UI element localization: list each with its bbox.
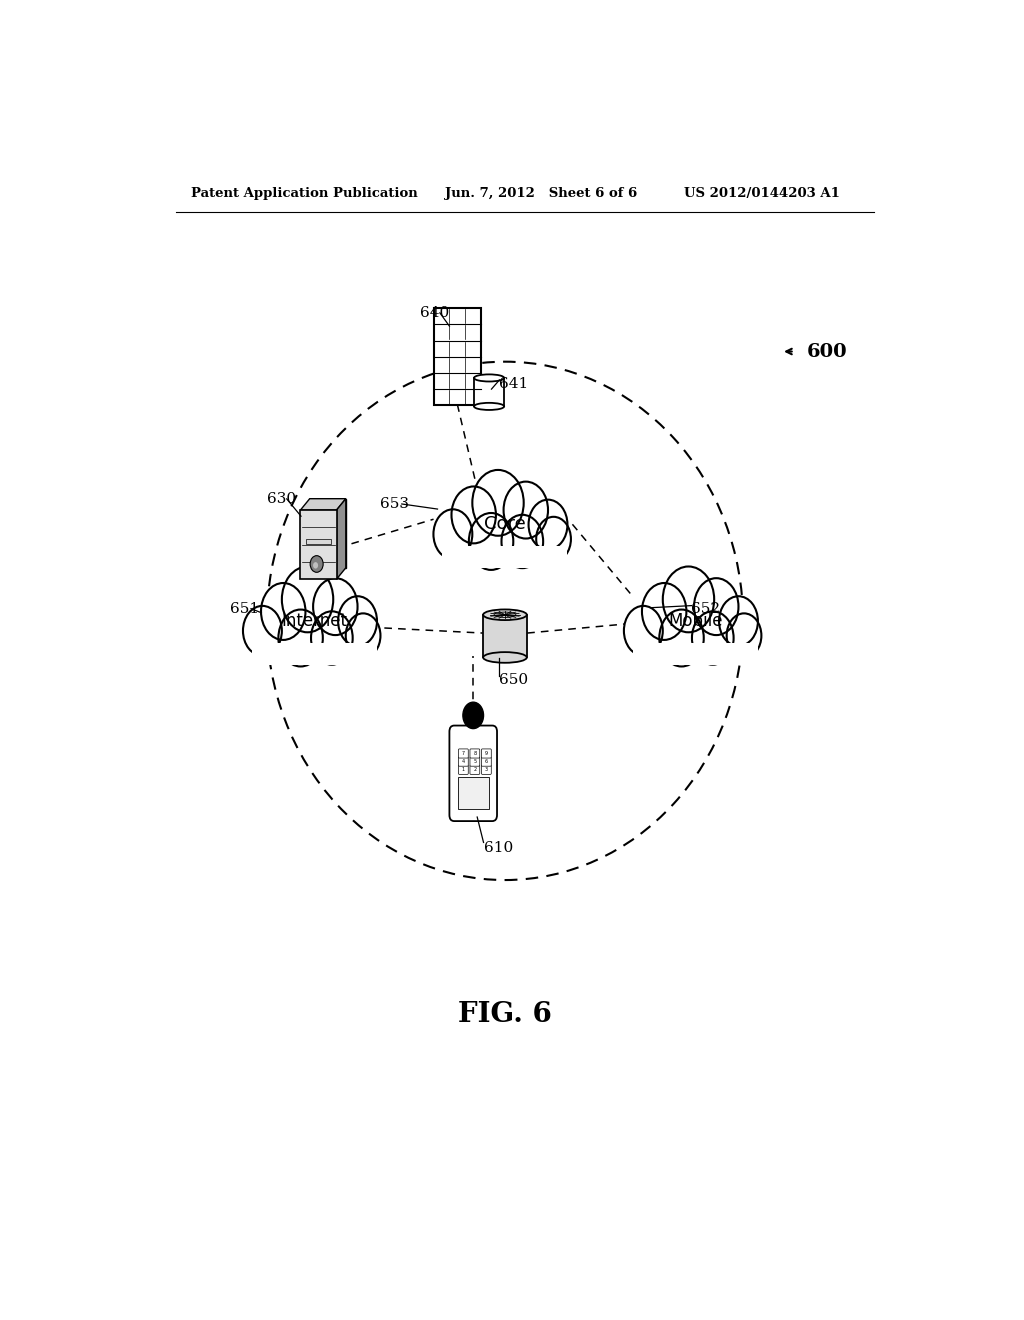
Circle shape (433, 510, 472, 560)
Text: 651: 651 (229, 602, 259, 615)
Text: 7: 7 (462, 751, 465, 756)
FancyBboxPatch shape (481, 766, 492, 775)
Text: 3: 3 (484, 767, 487, 772)
Circle shape (452, 487, 496, 544)
FancyBboxPatch shape (470, 766, 480, 775)
Text: 652: 652 (691, 602, 721, 615)
Circle shape (663, 566, 714, 632)
FancyBboxPatch shape (459, 748, 468, 758)
FancyBboxPatch shape (470, 758, 480, 766)
Ellipse shape (474, 403, 504, 411)
Text: 8: 8 (473, 751, 476, 756)
Text: Mobile: Mobile (669, 612, 723, 630)
FancyBboxPatch shape (481, 748, 492, 758)
FancyBboxPatch shape (481, 758, 492, 766)
Text: 4: 4 (462, 759, 465, 764)
Circle shape (624, 606, 663, 656)
Text: 1: 1 (462, 767, 465, 772)
FancyBboxPatch shape (252, 643, 377, 664)
Circle shape (311, 611, 352, 665)
Circle shape (727, 614, 762, 657)
Text: 640: 640 (420, 306, 450, 319)
Circle shape (692, 611, 733, 665)
Circle shape (243, 606, 282, 656)
Text: Jun. 7, 2012   Sheet 6 of 6: Jun. 7, 2012 Sheet 6 of 6 (445, 187, 638, 201)
FancyBboxPatch shape (442, 529, 567, 556)
Circle shape (537, 517, 571, 561)
Text: 630: 630 (267, 492, 296, 506)
Circle shape (279, 610, 323, 667)
Text: 600: 600 (807, 342, 847, 360)
Polygon shape (300, 499, 346, 510)
Circle shape (472, 470, 523, 536)
Text: FIG. 6: FIG. 6 (458, 1001, 552, 1028)
FancyBboxPatch shape (633, 626, 758, 652)
Circle shape (346, 614, 381, 657)
Bar (474, 378, 504, 407)
Ellipse shape (474, 375, 504, 381)
FancyBboxPatch shape (470, 748, 480, 758)
Ellipse shape (483, 610, 526, 620)
FancyBboxPatch shape (309, 499, 346, 568)
Text: Core: Core (484, 515, 526, 533)
Circle shape (338, 597, 377, 645)
Ellipse shape (483, 652, 526, 663)
Bar (483, 615, 526, 657)
FancyBboxPatch shape (458, 777, 488, 809)
Text: 653: 653 (380, 496, 410, 511)
FancyBboxPatch shape (252, 626, 377, 652)
Text: Patent Application Publication: Patent Application Publication (191, 187, 418, 201)
FancyBboxPatch shape (459, 766, 468, 775)
Text: 2: 2 (473, 767, 476, 772)
Text: 610: 610 (483, 841, 513, 854)
FancyBboxPatch shape (459, 758, 468, 766)
Circle shape (502, 515, 543, 568)
Text: 641: 641 (500, 378, 528, 391)
FancyBboxPatch shape (442, 546, 567, 568)
Circle shape (261, 583, 305, 640)
Circle shape (504, 482, 548, 539)
Text: 6: 6 (484, 759, 487, 764)
Circle shape (282, 566, 333, 632)
Circle shape (719, 597, 758, 645)
Polygon shape (337, 499, 346, 579)
Text: Internet: Internet (282, 612, 347, 630)
FancyBboxPatch shape (633, 643, 758, 664)
Circle shape (528, 500, 567, 549)
Circle shape (694, 578, 738, 635)
Circle shape (310, 556, 324, 573)
Text: 650: 650 (500, 673, 528, 686)
Text: 5: 5 (473, 759, 476, 764)
FancyBboxPatch shape (433, 309, 481, 405)
Circle shape (463, 702, 483, 729)
Circle shape (469, 513, 513, 570)
Circle shape (642, 583, 686, 640)
Circle shape (313, 562, 318, 569)
Text: US 2012/0144203 A1: US 2012/0144203 A1 (684, 187, 840, 201)
FancyBboxPatch shape (450, 726, 497, 821)
FancyBboxPatch shape (306, 539, 331, 544)
Circle shape (313, 578, 357, 635)
Circle shape (659, 610, 703, 667)
Text: 9: 9 (485, 751, 487, 756)
FancyBboxPatch shape (300, 510, 337, 579)
